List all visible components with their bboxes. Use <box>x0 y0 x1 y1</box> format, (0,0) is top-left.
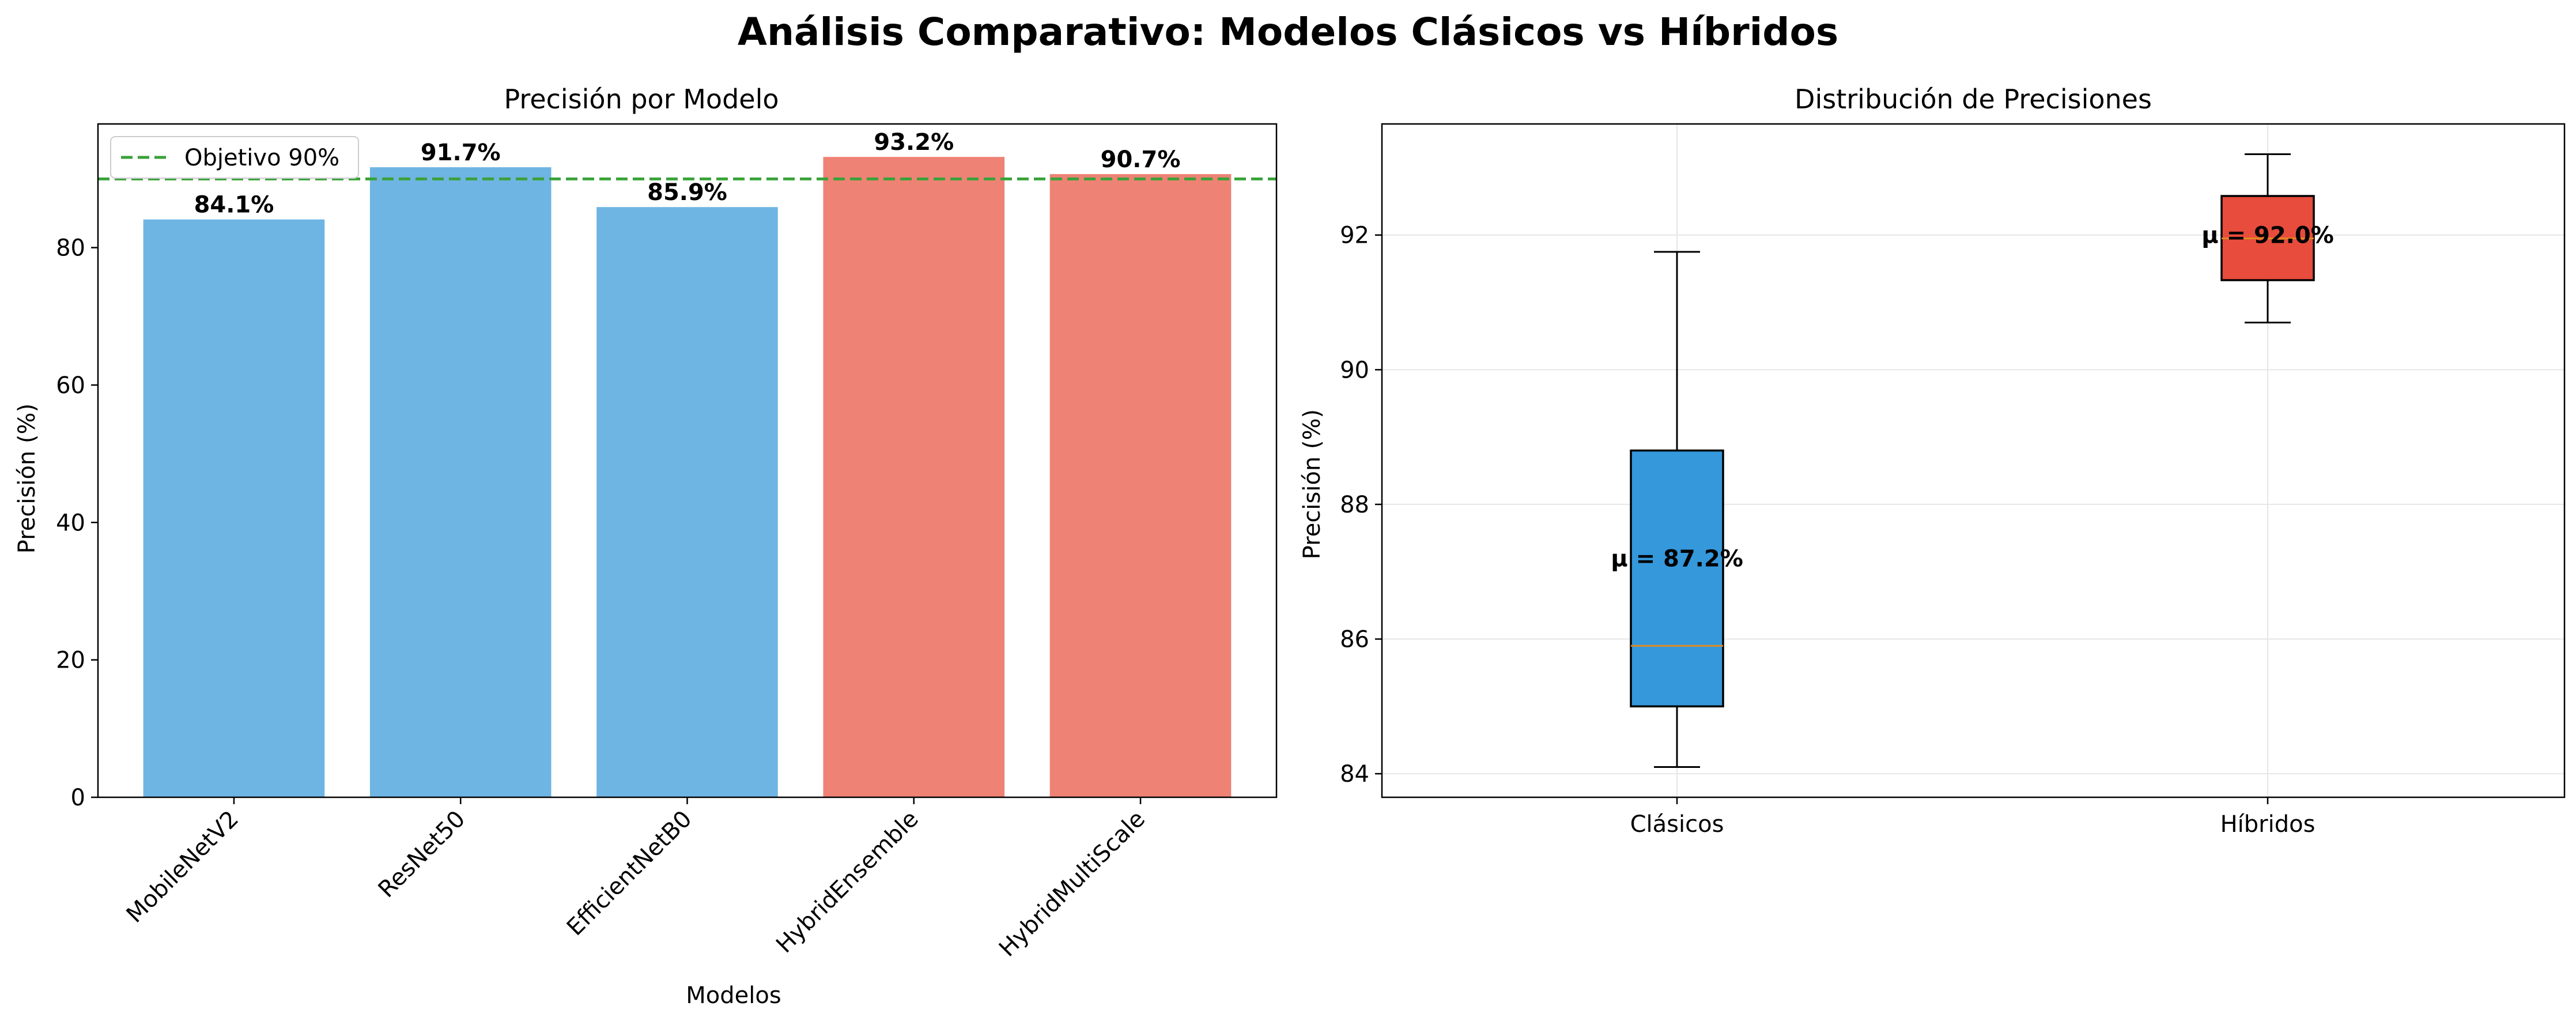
bar-mobilenetv2 <box>143 219 325 798</box>
y-tick-label: 84 <box>1340 761 1369 787</box>
bar-hybridensemble <box>823 157 1005 798</box>
box-plot-ylabel: Precisión (%) <box>1299 409 1325 559</box>
y-tick-label: 60 <box>56 372 85 399</box>
box-plot-title: Distribución de Precisiones <box>1795 84 2152 115</box>
box-plot-panel: Distribución de Precisiones μ = 87.2% Clá… <box>1299 84 2566 838</box>
bar-chart-ylabel: Precisión (%) <box>14 404 40 553</box>
bar-efficientnetb0 <box>596 207 778 797</box>
bar-value-label: 93.2% <box>874 129 954 156</box>
figure-title: Análisis Comparativo: Modelos Clásicos v… <box>738 10 1838 54</box>
bar-chart-title: Precisión por Modelo <box>504 84 779 115</box>
box-plot-frame <box>1381 123 2566 798</box>
bar-chart-axes: 84.1%MobileNetV291.7%ResNet5085.9%Effici… <box>56 123 1278 962</box>
mean-label: μ = 87.2% <box>1611 545 1743 572</box>
y-tick-label: 92 <box>1340 223 1369 249</box>
bar-hybridmultiscale <box>1049 174 1232 797</box>
bar-resnet50 <box>369 167 552 798</box>
y-tick-label: 40 <box>56 510 85 536</box>
bar-chart-panel: Precisión por Modelo 84.1%MobileNetV291.… <box>14 84 1278 1009</box>
bar-value-label: 84.1% <box>194 192 274 218</box>
legend-label: Objetivo 90% <box>184 145 339 171</box>
y-tick-label: 80 <box>56 235 85 262</box>
x-tick-label: Híbridos <box>2220 811 2316 838</box>
box-clásicos <box>1630 449 1724 708</box>
y-tick-label: 88 <box>1340 492 1369 518</box>
legend-box <box>110 136 359 179</box>
y-tick-label: 90 <box>1340 357 1369 383</box>
bar-plot-frame <box>97 123 1278 798</box>
mean-label: μ = 92.0% <box>2201 223 2334 249</box>
y-tick-label: 20 <box>56 647 85 674</box>
bar-value-label: 90.7% <box>1101 146 1181 173</box>
box-plot-axes: μ = 87.2% Clásicos μ = 92.0% Híbridos 84 86 88… <box>1340 123 2566 838</box>
bar-value-label: 85.9% <box>647 179 727 206</box>
x-tick-label: Clásicos <box>1630 811 1724 838</box>
bar-chart-xlabel: Modelos <box>686 982 781 1009</box>
bar-value-label: 91.7% <box>421 140 501 166</box>
y-tick-label: 0 <box>71 785 85 811</box>
y-tick-label: 86 <box>1340 627 1369 653</box>
